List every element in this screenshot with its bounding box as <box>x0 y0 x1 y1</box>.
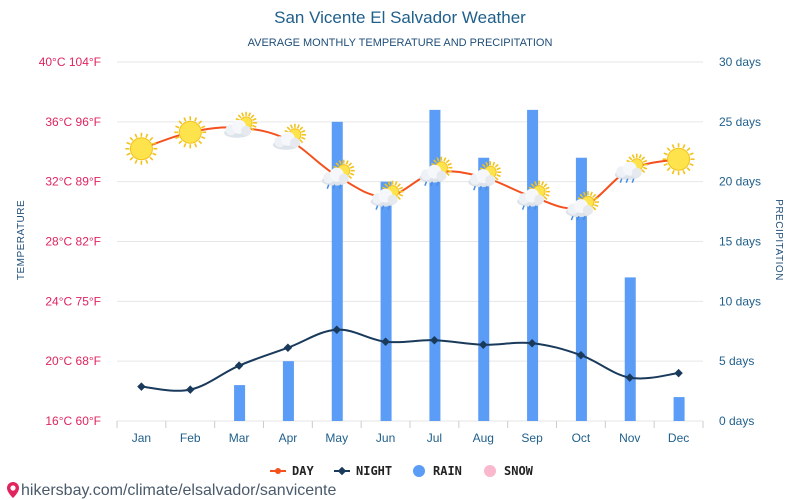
night-point <box>283 343 293 352</box>
left-axis-tick: 40°C 104°F <box>39 55 101 69</box>
month-label: Jan <box>132 431 151 445</box>
sun-icon <box>662 143 695 176</box>
night-point <box>332 325 341 334</box>
night-line <box>141 328 679 392</box>
left-axis-tick: 28°C 82°F <box>45 235 101 249</box>
rain-bar <box>478 157 490 421</box>
sun-icon <box>174 116 207 149</box>
left-axis-tick: 36°C 96°F <box>45 115 101 129</box>
legend-item-night: NIGHT <box>334 464 392 478</box>
legend-item-day: DAY <box>270 464 314 478</box>
sun-cloud-rain-icon <box>468 161 502 191</box>
night-point <box>625 373 634 382</box>
legend-night-marker <box>337 466 347 476</box>
month-label: Dec <box>668 431 689 445</box>
legend: DAY NIGHT RAIN SNOW <box>270 464 534 478</box>
grid-lines <box>116 61 704 428</box>
day-line <box>141 126 679 210</box>
sun-cloud-rain-icon <box>321 159 355 189</box>
month-label: Sep <box>521 431 543 445</box>
x-axis-ticks: Jan Feb Mar Apr May Jun Jul Aug Sep Oct Nov Dec <box>132 431 690 445</box>
month-label: May <box>325 431 348 445</box>
month-label: Oct <box>572 431 591 445</box>
night-point <box>430 335 439 345</box>
right-axis-label: PRECIPITATION <box>773 199 784 281</box>
night-point <box>186 385 195 394</box>
legend-item-rain: RAIN <box>413 464 462 478</box>
sun-cloud-icon <box>224 111 258 138</box>
month-label: Jul <box>427 431 442 445</box>
left-axis-tick: 24°C 75°F <box>45 294 101 308</box>
night-point <box>137 382 146 391</box>
legend-label: SNOW <box>504 464 534 478</box>
sun-cloud-rain-icon <box>565 191 599 221</box>
rain-bar <box>234 385 246 421</box>
month-label: Jun <box>376 431 395 445</box>
left-axis-label: TEMPERATURE <box>16 200 27 280</box>
left-axis-tick: 32°C 89°F <box>45 175 101 189</box>
night-point <box>381 337 390 346</box>
rain-bar <box>673 397 685 421</box>
rain-bar <box>527 109 539 421</box>
watermark[interactable]: hikersbay.com/climate/elsalvador/sanvice… <box>7 482 337 499</box>
right-axis-tick: 0 days <box>719 414 754 428</box>
rain-bar <box>624 277 636 421</box>
month-label: Aug <box>473 431 494 445</box>
legend-label: DAY <box>292 464 314 478</box>
rain-bars <box>234 109 685 421</box>
month-label: Apr <box>279 431 298 445</box>
temperature-lines <box>137 124 683 394</box>
watermark-link[interactable]: hikersbay.com/climate/elsalvador/sanvice… <box>21 482 337 499</box>
rain-bar <box>429 109 441 421</box>
night-point <box>234 361 244 370</box>
legend-snow-swatch <box>484 465 496 477</box>
rain-bar <box>282 361 294 421</box>
legend-label: RAIN <box>433 464 462 478</box>
right-axis-tick: 20 days <box>719 175 761 189</box>
left-axis-tick: 20°C 68°F <box>45 354 101 368</box>
rain-bar <box>575 157 587 421</box>
month-label: Mar <box>229 431 250 445</box>
sun-icon <box>125 132 158 165</box>
sun-cloud-rain-icon <box>517 180 551 210</box>
month-label: Nov <box>619 431 640 445</box>
rain-bar <box>380 181 392 421</box>
y-axis-ticks: 16°C 60°F 0 days 20°C 68°F 5 days 24°C 75°F 1… <box>39 55 761 428</box>
legend-label: NIGHT <box>356 464 392 478</box>
location-pin-icon <box>7 482 19 498</box>
legend-day-marker <box>275 468 281 474</box>
sun-cloud-icon <box>272 123 306 150</box>
right-axis-tick: 25 days <box>719 115 761 129</box>
night-point <box>479 340 488 349</box>
night-point <box>527 338 537 348</box>
month-label: Feb <box>180 431 201 445</box>
legend-rain-swatch <box>413 465 425 477</box>
chart-title: San Vicente El Salvador Weather <box>274 8 526 27</box>
chart-subtitle: AVERAGE MONTHLY TEMPERATURE AND PRECIPIT… <box>248 37 553 49</box>
night-point <box>576 350 586 360</box>
legend-item-snow: SNOW <box>484 464 534 478</box>
left-axis-tick: 16°C 60°F <box>45 414 101 428</box>
right-axis-tick: 5 days <box>719 354 754 368</box>
night-point <box>674 368 683 378</box>
right-axis-tick: 30 days <box>719 55 761 69</box>
rain-bar <box>331 121 343 421</box>
sun-cloud-rain-icon <box>614 153 648 183</box>
right-axis-tick: 15 days <box>719 235 761 249</box>
sun-cloud-rain-icon <box>370 180 404 210</box>
right-axis-tick: 10 days <box>719 294 761 308</box>
sun-cloud-rain-icon <box>419 156 453 186</box>
weather-icons <box>125 111 695 221</box>
